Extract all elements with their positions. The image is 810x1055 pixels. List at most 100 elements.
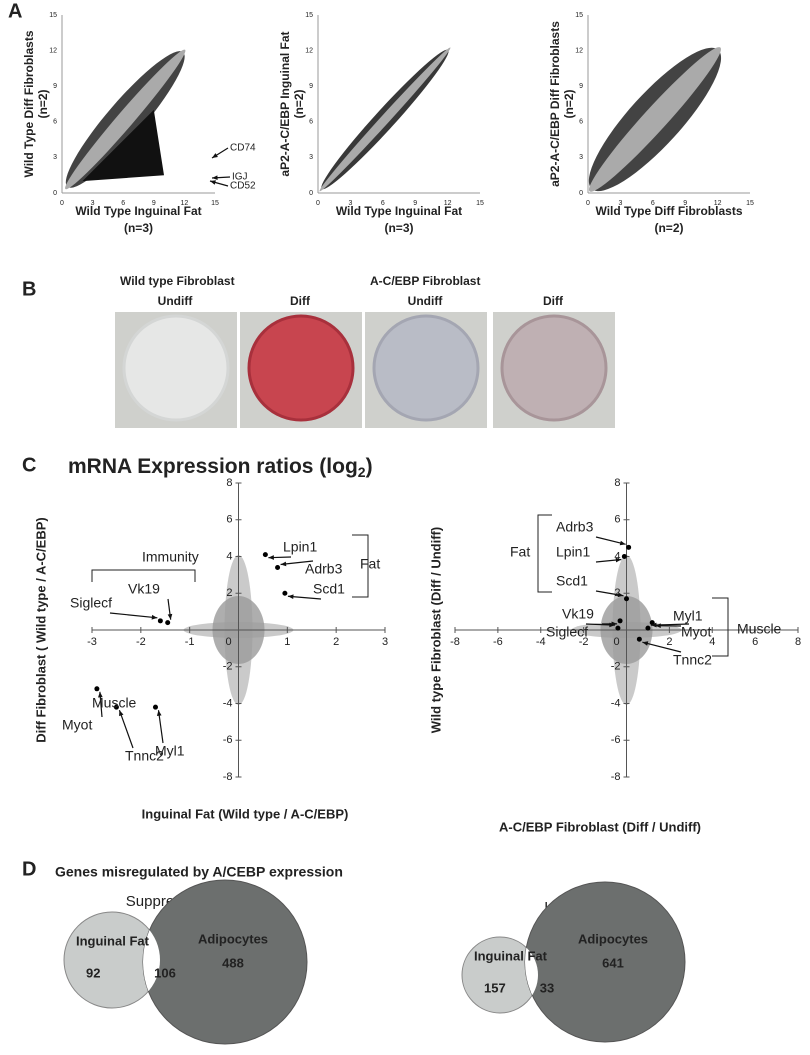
gene-point (626, 545, 631, 550)
y-axis-label: aP2-A-C/EBP Diff Fibroblasts (548, 21, 562, 187)
title-subscript: 2 (358, 464, 366, 480)
x-axis-label: (n=3) (384, 221, 413, 235)
y-tick-label: 2 (614, 587, 620, 599)
y-tick-label: 3 (579, 154, 583, 161)
y-tick-label: 12 (575, 47, 583, 54)
gene-label: Scd1 (556, 573, 588, 589)
gene-point (618, 618, 623, 623)
gene-label: Myot (62, 717, 92, 733)
y-axis-label: (n=2) (292, 89, 306, 118)
gene-point (615, 626, 620, 631)
scatter-cloud (316, 45, 454, 195)
y-tick-label: 8 (226, 477, 232, 489)
arrow-head (119, 710, 123, 716)
group-title: Wild type Fibroblast (120, 274, 235, 288)
y-tick-label: -8 (611, 771, 621, 783)
condition-label: Undiff (408, 294, 444, 308)
condition-label: Undiff (158, 294, 194, 308)
group-label: Immunity (142, 549, 199, 565)
gene-point (94, 686, 99, 691)
x-tick-label: -2 (136, 636, 146, 648)
y-tick-label: 4 (226, 550, 232, 562)
y-axis-label: aP2-A-C/EBP Inguinal Fat (278, 31, 292, 176)
y-tick-label: 15 (49, 12, 57, 19)
x-tick-label: 0 (316, 200, 320, 207)
gene-label: Myl1 (155, 743, 185, 759)
gene-label: Lpin1 (283, 539, 317, 555)
venn-label: Inguinal Fat (474, 948, 548, 963)
dish (374, 316, 478, 420)
arrow-head (212, 175, 218, 180)
annotation: CD74 (230, 143, 256, 154)
y-axis-label: (n=2) (36, 89, 50, 118)
condition-label: Diff (543, 294, 564, 308)
y-tick-label: -2 (223, 661, 233, 673)
y-tick-label: 15 (575, 12, 583, 19)
dish (124, 316, 228, 420)
y-tick-label: 6 (309, 119, 313, 126)
panel-label: D (22, 858, 36, 880)
y-tick-label: 6 (614, 514, 620, 526)
y-axis-label: (n=2) (562, 89, 576, 118)
x-axis-label: (n=2) (654, 221, 683, 235)
venn-count: 106 (154, 965, 176, 980)
x-axis-label: (n=3) (124, 221, 153, 235)
gene-point (275, 565, 280, 570)
panel-title: Genes misregulated by A/CEBP expression (55, 864, 343, 880)
venn-label: Adipocytes (198, 931, 268, 946)
title-text: mRNA Expression ratios (log (68, 455, 358, 478)
panel-title: mRNA Expression ratios (log2) (68, 455, 373, 480)
x-tick-label: -8 (450, 636, 460, 648)
x-tick-label: 0 (60, 200, 64, 207)
gene-point (624, 596, 629, 601)
venn-count: 92 (86, 965, 100, 980)
y-tick-label: 6 (53, 119, 57, 126)
venn-count: 157 (484, 980, 506, 995)
y-tick-label: 3 (53, 154, 57, 161)
x-tick-label: 8 (795, 636, 801, 648)
x-tick-label: 0 (225, 636, 231, 648)
gene-label: Adrb3 (305, 561, 343, 577)
x-tick-label: 15 (476, 200, 484, 207)
arrow (119, 710, 133, 748)
gene-label: Lpin1 (556, 544, 590, 560)
gene-point (263, 552, 268, 557)
panel-label: A (8, 0, 22, 22)
y-tick-label: -4 (223, 697, 233, 709)
gene-label: Myl1 (673, 608, 703, 624)
y-tick-label: 9 (53, 83, 57, 90)
x-axis-label: Wild Type Inguinal Fat (336, 204, 462, 218)
arrow-head (157, 710, 162, 716)
venn-label: Inguinal Fat (76, 933, 150, 948)
gene-label: Tnnc2 (673, 652, 712, 668)
y-tick-label: 0 (309, 190, 313, 197)
y-tick-label: 6 (226, 514, 232, 526)
venn-count: 641 (602, 955, 624, 970)
y-tick-label: 2 (226, 587, 232, 599)
dish (249, 316, 353, 420)
gene-point (282, 591, 287, 596)
annotation: CD52 (230, 181, 256, 192)
x-tick-label: -4 (536, 636, 546, 648)
gene-label: Vk19 (128, 581, 160, 597)
x-tick-label: 15 (211, 200, 219, 207)
gene-point (637, 637, 642, 642)
y-axis-label: Wild type Fibroblast (Diff / Undiff) (428, 527, 443, 733)
y-axis-label: Diff Fibroblast ( Wild type / A-C/EBP) (33, 517, 48, 742)
y-tick-label: -6 (223, 734, 233, 746)
x-tick-label: 0 (586, 200, 590, 207)
y-tick-label: 3 (309, 154, 313, 161)
y-tick-label: -4 (611, 697, 621, 709)
x-tick-label: 1 (284, 636, 290, 648)
x-tick-label: 2 (666, 636, 672, 648)
y-tick-label: -8 (223, 771, 233, 783)
condition-label: Diff (290, 294, 311, 308)
x-tick-label: -6 (493, 636, 503, 648)
gene-label: Myot (681, 624, 711, 640)
arrow-head (268, 555, 274, 560)
arrow-head (210, 180, 216, 185)
group-label: Fat (510, 544, 530, 560)
gene-point (165, 620, 170, 625)
gene-label: Adrb3 (556, 519, 594, 535)
